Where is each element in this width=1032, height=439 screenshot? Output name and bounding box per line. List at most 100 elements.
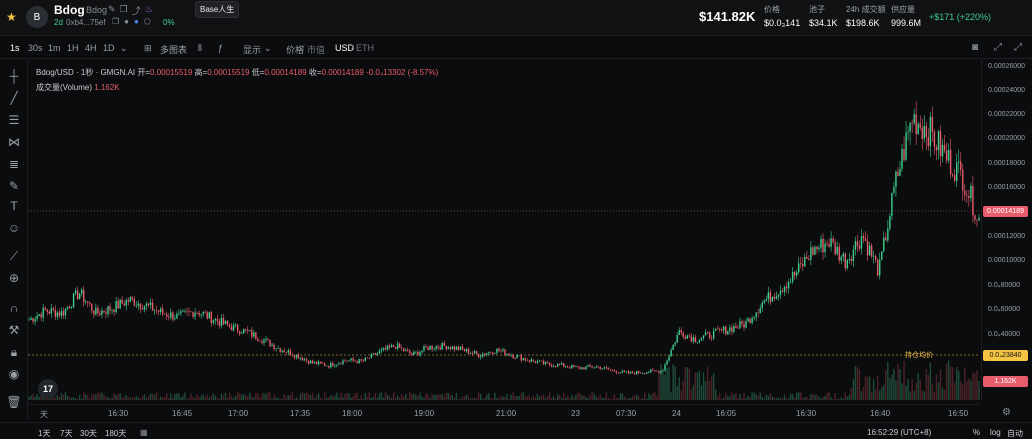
price-toggle[interactable]: 价格 [286, 45, 305, 55]
candle-body [151, 302, 154, 311]
auto-toggle[interactable]: 自动 [1007, 429, 1023, 438]
multi-chart-button[interactable]: 多图表 [160, 45, 188, 55]
volume-bar [544, 398, 547, 400]
zoom-icon[interactable]: ⊕ [8, 271, 20, 285]
volume-bar [563, 392, 565, 400]
avg-cost-price-label: 0.0₄23840 [983, 350, 1028, 361]
share-icon[interactable]: ⤴ [131, 6, 141, 16]
display-button[interactable]: 显示 [243, 45, 262, 55]
candle-body [771, 296, 774, 302]
calendar-icon[interactable]: ▦ [140, 428, 148, 437]
pattern-icon[interactable]: ⋈ [8, 135, 20, 149]
range-7d[interactable]: 7天 [60, 429, 73, 438]
candle-body [561, 363, 563, 365]
volume-bar [759, 392, 761, 400]
volume-bar [919, 379, 921, 400]
usd-toggle[interactable]: USD [335, 43, 355, 53]
price-chart[interactable] [28, 60, 980, 400]
emoji-icon[interactable]: ☺ [7, 221, 21, 235]
volume-bar [747, 395, 749, 400]
trendline-icon[interactable]: ╱ [10, 91, 18, 105]
eye-icon[interactable]: ◉ [8, 367, 20, 381]
interval-1s[interactable]: 1s [10, 43, 20, 53]
candle-body [672, 344, 674, 350]
contract-address[interactable]: 0xb4...75ef [66, 18, 106, 27]
interval-30s[interactable]: 30s [28, 43, 43, 53]
interval-dropdown-icon[interactable]: ⌄ [120, 43, 128, 53]
candle-body [54, 309, 57, 317]
volume-bar [854, 366, 857, 400]
display-dropdown-icon[interactable]: ⌄ [264, 43, 272, 53]
volume-bar [554, 398, 557, 400]
fire-icon[interactable]: ♨ [144, 4, 153, 14]
x-tick: 16:30 [796, 409, 817, 418]
volume-bar [719, 392, 721, 400]
web-icon[interactable]: ● [134, 17, 139, 26]
volume-bar [115, 395, 117, 400]
tradingview-logo-icon[interactable]: 17 [38, 379, 58, 399]
log-toggle[interactable]: log [990, 428, 1001, 437]
volume-bar [526, 396, 528, 400]
interval-1m[interactable]: 1m [48, 43, 61, 53]
candle-body [182, 310, 184, 312]
horizontal-lines-icon[interactable]: ☰ [8, 113, 20, 127]
favorite-star-icon[interactable]: ★ [6, 10, 17, 24]
screenshot-icon[interactable]: ◙ [972, 42, 979, 53]
candle-body [80, 289, 83, 294]
multi-chart-icon[interactable]: ⊞ [144, 43, 152, 53]
interval-1h[interactable]: 1H [67, 43, 79, 53]
candle-body [127, 300, 129, 302]
volume-bar [818, 396, 820, 400]
volume-bar [89, 398, 91, 400]
candle-body [565, 366, 567, 368]
candle-body [332, 363, 334, 367]
volume-bar [350, 397, 352, 400]
brush-icon[interactable]: ✎ [8, 179, 20, 193]
range-30d[interactable]: 30天 [80, 429, 97, 438]
interval-1d[interactable]: 1D [103, 43, 115, 53]
candle-body [488, 351, 490, 354]
fib-icon[interactable]: ≣ [8, 157, 20, 171]
ruler-icon[interactable]: ⟋ [9, 249, 19, 263]
copy-address-icon[interactable]: ❐ [112, 17, 120, 26]
time-axis[interactable]: 天 16:30 16:45 17:00 17:35 18:00 19:00 21… [28, 404, 980, 420]
expand-icon[interactable]: ⤢ [1014, 42, 1022, 53]
x-tick: 07:30 [616, 409, 637, 418]
twitter-icon[interactable]: ● [124, 17, 130, 26]
candle-body [611, 370, 614, 371]
edit-icon[interactable]: ✎ [108, 4, 116, 14]
candle-body [625, 371, 628, 372]
volume-bar [947, 360, 950, 400]
range-180d[interactable]: 180天 [105, 429, 127, 438]
eth-toggle[interactable]: ETH [356, 43, 374, 53]
text-icon[interactable]: T [10, 199, 18, 213]
holder-icon[interactable]: ⬠ [143, 17, 151, 26]
volume-bar [83, 392, 85, 400]
percent-toggle[interactable]: % [973, 428, 981, 437]
volume-bar [552, 396, 555, 400]
fullscreen-icon[interactable]: ⤢ [994, 42, 1002, 53]
interval-4h[interactable]: 4H [85, 43, 97, 53]
candle-body [761, 302, 763, 309]
volume-bar [425, 393, 427, 400]
lock-icon[interactable]: 🔒︎ [10, 345, 18, 359]
trash-icon[interactable]: 🗑︎ [6, 395, 22, 409]
indicator-icon[interactable]: ⫴ [198, 43, 202, 53]
volume-bar [484, 397, 486, 400]
mcap-toggle[interactable]: 市值 [307, 45, 326, 55]
function-icon[interactable]: ƒ [218, 43, 224, 53]
volume-bar [575, 395, 577, 400]
crosshair-icon[interactable]: ┼ [9, 69, 19, 83]
volume-bar [816, 394, 818, 400]
copy-icon[interactable]: ❐ [119, 4, 128, 14]
range-1d[interactable]: 1天 [38, 429, 51, 438]
lock-drawing-icon[interactable]: ⚒ [8, 323, 20, 337]
price-axis[interactable]: 0.00026000 0.00024000 0.00022000 0.00020… [981, 60, 1032, 400]
candle-body [909, 122, 911, 132]
axis-settings-icon[interactable]: ⚙ [1002, 407, 1011, 418]
magnet-icon[interactable]: ∩ [9, 301, 19, 315]
candle-body [188, 311, 190, 312]
volume-bar [617, 398, 620, 400]
volume-bar [571, 394, 573, 400]
volume-bar [281, 398, 283, 400]
